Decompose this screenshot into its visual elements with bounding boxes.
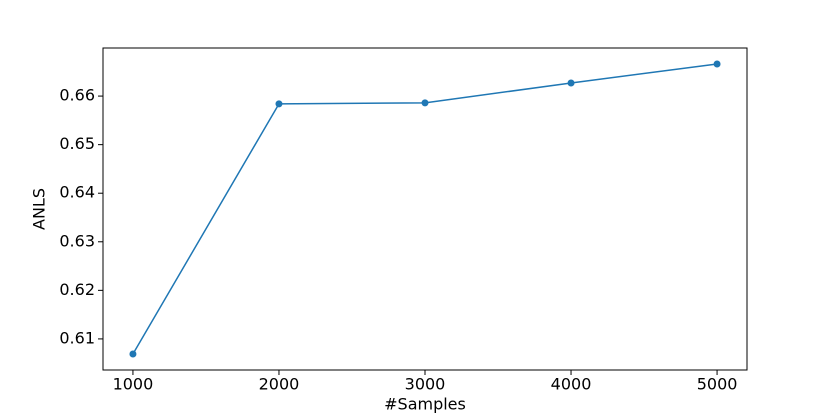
- x-tick-label: 1000: [113, 375, 154, 394]
- point: [713, 60, 721, 68]
- x-tick-label: 5000: [697, 375, 738, 394]
- x-tick-label: 4000: [551, 375, 592, 394]
- x-tick-label: 3000: [405, 375, 446, 394]
- point: [421, 99, 429, 107]
- x-tick-label: 2000: [259, 375, 300, 394]
- x-axis-label: #Samples: [384, 395, 466, 414]
- y-axis-label: ANLS: [30, 188, 49, 230]
- y-tick-label: 0.63: [59, 231, 95, 250]
- y-tick-label: 0.62: [59, 280, 95, 299]
- point: [567, 79, 575, 87]
- series-line: [132, 63, 718, 355]
- y-tick-label: 0.66: [59, 86, 95, 105]
- point: [129, 350, 137, 358]
- y-tick-label: 0.65: [59, 134, 95, 153]
- y-tick-label: 0.64: [59, 183, 95, 202]
- plot-frame: [102, 47, 748, 371]
- point: [275, 100, 283, 108]
- y-tick-label: 0.61: [59, 328, 95, 347]
